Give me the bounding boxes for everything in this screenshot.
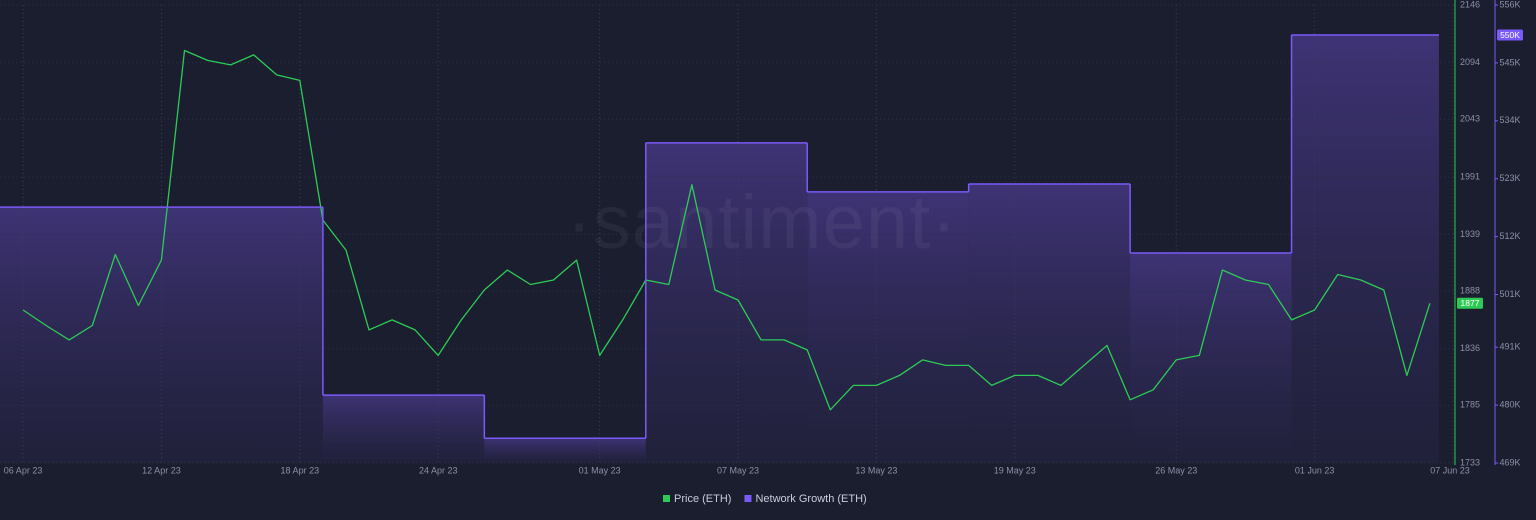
y2-tick-label: 501K [1499, 289, 1520, 299]
y-tick-label: 2146 [1460, 0, 1480, 9]
value-badge [1457, 297, 1483, 309]
y-tick-label: 2094 [1460, 57, 1480, 67]
y2-tick-label: 523K [1499, 173, 1520, 183]
y2-tick-label: 480K [1499, 399, 1520, 409]
x-tick-label: 13 May 23 [855, 465, 897, 475]
legend-swatch [744, 495, 752, 502]
x-tick-label: 06 Apr 23 [4, 465, 43, 475]
step-area [807, 191, 969, 463]
legend-swatch [663, 495, 670, 502]
y2-tick-label: 534K [1499, 115, 1520, 125]
y-tick-label: 2043 [1460, 114, 1480, 124]
legend-label: Network Growth (ETH) [755, 493, 866, 505]
step-area [322, 395, 485, 463]
x-tick-label: 12 Apr 23 [142, 465, 181, 475]
axis-layer: 06 Apr 23 12 Apr 23 18 Apr 23 24 Apr 23 01 M… [4, 0, 1523, 475]
y-tick-label: 1939 [1460, 229, 1480, 239]
step-area [1291, 35, 1439, 463]
x-tick-label: 07 May 23 [717, 465, 759, 475]
legend: Price (ETH) Network Growth (ETH) [663, 493, 867, 505]
y2-tick-label: 556K [1499, 0, 1520, 9]
y-tick-label: 1991 [1460, 171, 1480, 181]
y2-tick-label: 512K [1499, 231, 1520, 241]
watermark: ·santiment· [566, 180, 957, 265]
y2-tick-label: 491K [1499, 342, 1520, 352]
x-tick-label: 19 May 23 [994, 465, 1036, 475]
x-tick-label: 07 Jun 23 [1430, 465, 1470, 475]
value-badge-label: 1877 [1461, 298, 1480, 308]
step-area [968, 183, 1131, 463]
value-badge-label: 550K [1500, 30, 1520, 40]
y2-tick-label: 469K [1499, 457, 1520, 467]
price-line [22, 49, 1431, 411]
x-tick-label: 01 May 23 [579, 465, 621, 475]
x-tick-label: 26 May 23 [1155, 465, 1197, 475]
value-badge [1497, 29, 1523, 41]
step-area [1130, 252, 1292, 463]
y2-tick-label: 545K [1499, 57, 1520, 67]
y-tick-label: 1888 [1460, 285, 1480, 295]
line-layer [0, 34, 1439, 440]
x-tick-label: 01 Jun 23 [1295, 465, 1335, 475]
y-tick-label: 1836 [1460, 343, 1480, 353]
step-area [645, 142, 808, 463]
area-layer [0, 35, 1439, 463]
x-tick-label: 24 Apr 23 [419, 465, 458, 475]
y-tick-label: 1785 [1460, 400, 1480, 410]
y-tick-label: 1733 [1460, 457, 1480, 467]
step-area [484, 438, 646, 463]
legend-label: Price (ETH) [674, 493, 731, 505]
x-tick-label: 18 Apr 23 [281, 465, 320, 475]
